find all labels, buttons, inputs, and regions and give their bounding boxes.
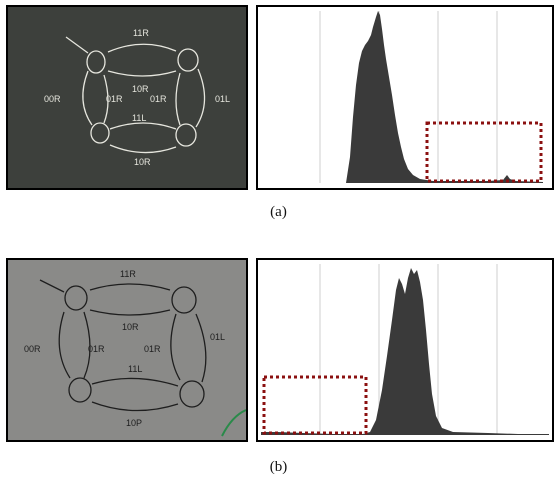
edge-label: 01R <box>150 94 167 104</box>
edge-label: 01R <box>88 344 105 354</box>
state-node-bottom-right <box>175 123 197 147</box>
edge-labels-b: 11R 10R 00R 01R 01R 01L 11L 10P <box>24 269 225 428</box>
edge-label: 10R <box>132 84 149 94</box>
edge-label: 10R <box>122 322 139 332</box>
edge-label: 01L <box>215 94 230 104</box>
edge-label: 01R <box>106 94 123 104</box>
state-node-bottom-left <box>68 377 92 403</box>
edge-left <box>82 70 93 126</box>
edge-label: 11R <box>120 269 136 279</box>
board-photo-b: 11R 10R 00R 01R 01R 01L 11L 10P <box>6 258 248 442</box>
edge-right <box>195 313 207 383</box>
edge-label: 11L <box>132 113 146 123</box>
highlight-box-a <box>425 121 543 183</box>
state-node-top-left <box>64 285 88 311</box>
edge-label: 10R <box>134 157 151 167</box>
start-arrow <box>39 279 65 293</box>
edge-left <box>58 311 71 379</box>
whiteboard-drawing-b: 11R 10R 00R 01R 01R 01L 11L 10P <box>8 260 246 440</box>
edge-right-inner <box>175 72 181 126</box>
edge-top-return <box>89 309 171 316</box>
edge-bottom-return <box>109 144 177 154</box>
edge-bottom-return <box>91 401 179 412</box>
edge-label: 01L <box>210 332 225 342</box>
start-arrow <box>65 36 89 54</box>
board-background-b <box>8 260 246 440</box>
caption-b: (b) <box>269 459 288 475</box>
histogram-a <box>319 11 543 183</box>
histogram-panel-a <box>256 5 554 190</box>
edge-top <box>107 43 177 53</box>
edge-label: 10P <box>126 418 142 428</box>
edge-label: 00R <box>24 344 41 354</box>
histogram-bars-a <box>346 11 543 183</box>
edge-label: 11R <box>133 28 149 38</box>
histogram-gridlines-b <box>319 264 498 435</box>
marker-scribble-green <box>221 409 246 437</box>
state-node-bottom-left <box>90 122 110 144</box>
whiteboard-drawing-a: 11R 10R 00R 01R 01R 01L 11L 10R <box>8 7 246 188</box>
highlight-box-b <box>262 375 368 435</box>
histogram-b <box>261 264 549 435</box>
edge-left-inner <box>103 74 109 124</box>
board-background-a <box>8 7 246 188</box>
state-node-top-right <box>171 286 197 314</box>
state-diagram-b <box>39 279 207 412</box>
edge-label: 00R <box>44 94 61 104</box>
edge-bottom <box>91 377 179 387</box>
state-node-top-right <box>177 48 199 72</box>
edge-right <box>195 68 206 128</box>
caption-a: (a) <box>270 204 287 220</box>
edge-left-inner <box>83 311 91 379</box>
edge-bottom <box>109 122 177 130</box>
histogram-gridlines-a <box>319 11 498 183</box>
histogram-bars-b <box>261 268 549 435</box>
state-node-bottom-right <box>179 380 205 408</box>
edge-top <box>89 283 171 291</box>
state-diagram-a <box>65 36 206 154</box>
state-node-top-left <box>86 50 106 74</box>
edge-top-return <box>107 70 177 77</box>
edge-labels-a: 11R 10R 00R 01R 01R 01L 11L 10R <box>44 28 230 167</box>
edge-right-inner <box>170 313 181 381</box>
board-photo-a: 11R 10R 00R 01R 01R 01L 11L 10R <box>6 5 248 190</box>
edge-label: 01R <box>144 344 161 354</box>
histogram-panel-b <box>256 258 554 442</box>
edge-label: 11L <box>128 364 142 374</box>
